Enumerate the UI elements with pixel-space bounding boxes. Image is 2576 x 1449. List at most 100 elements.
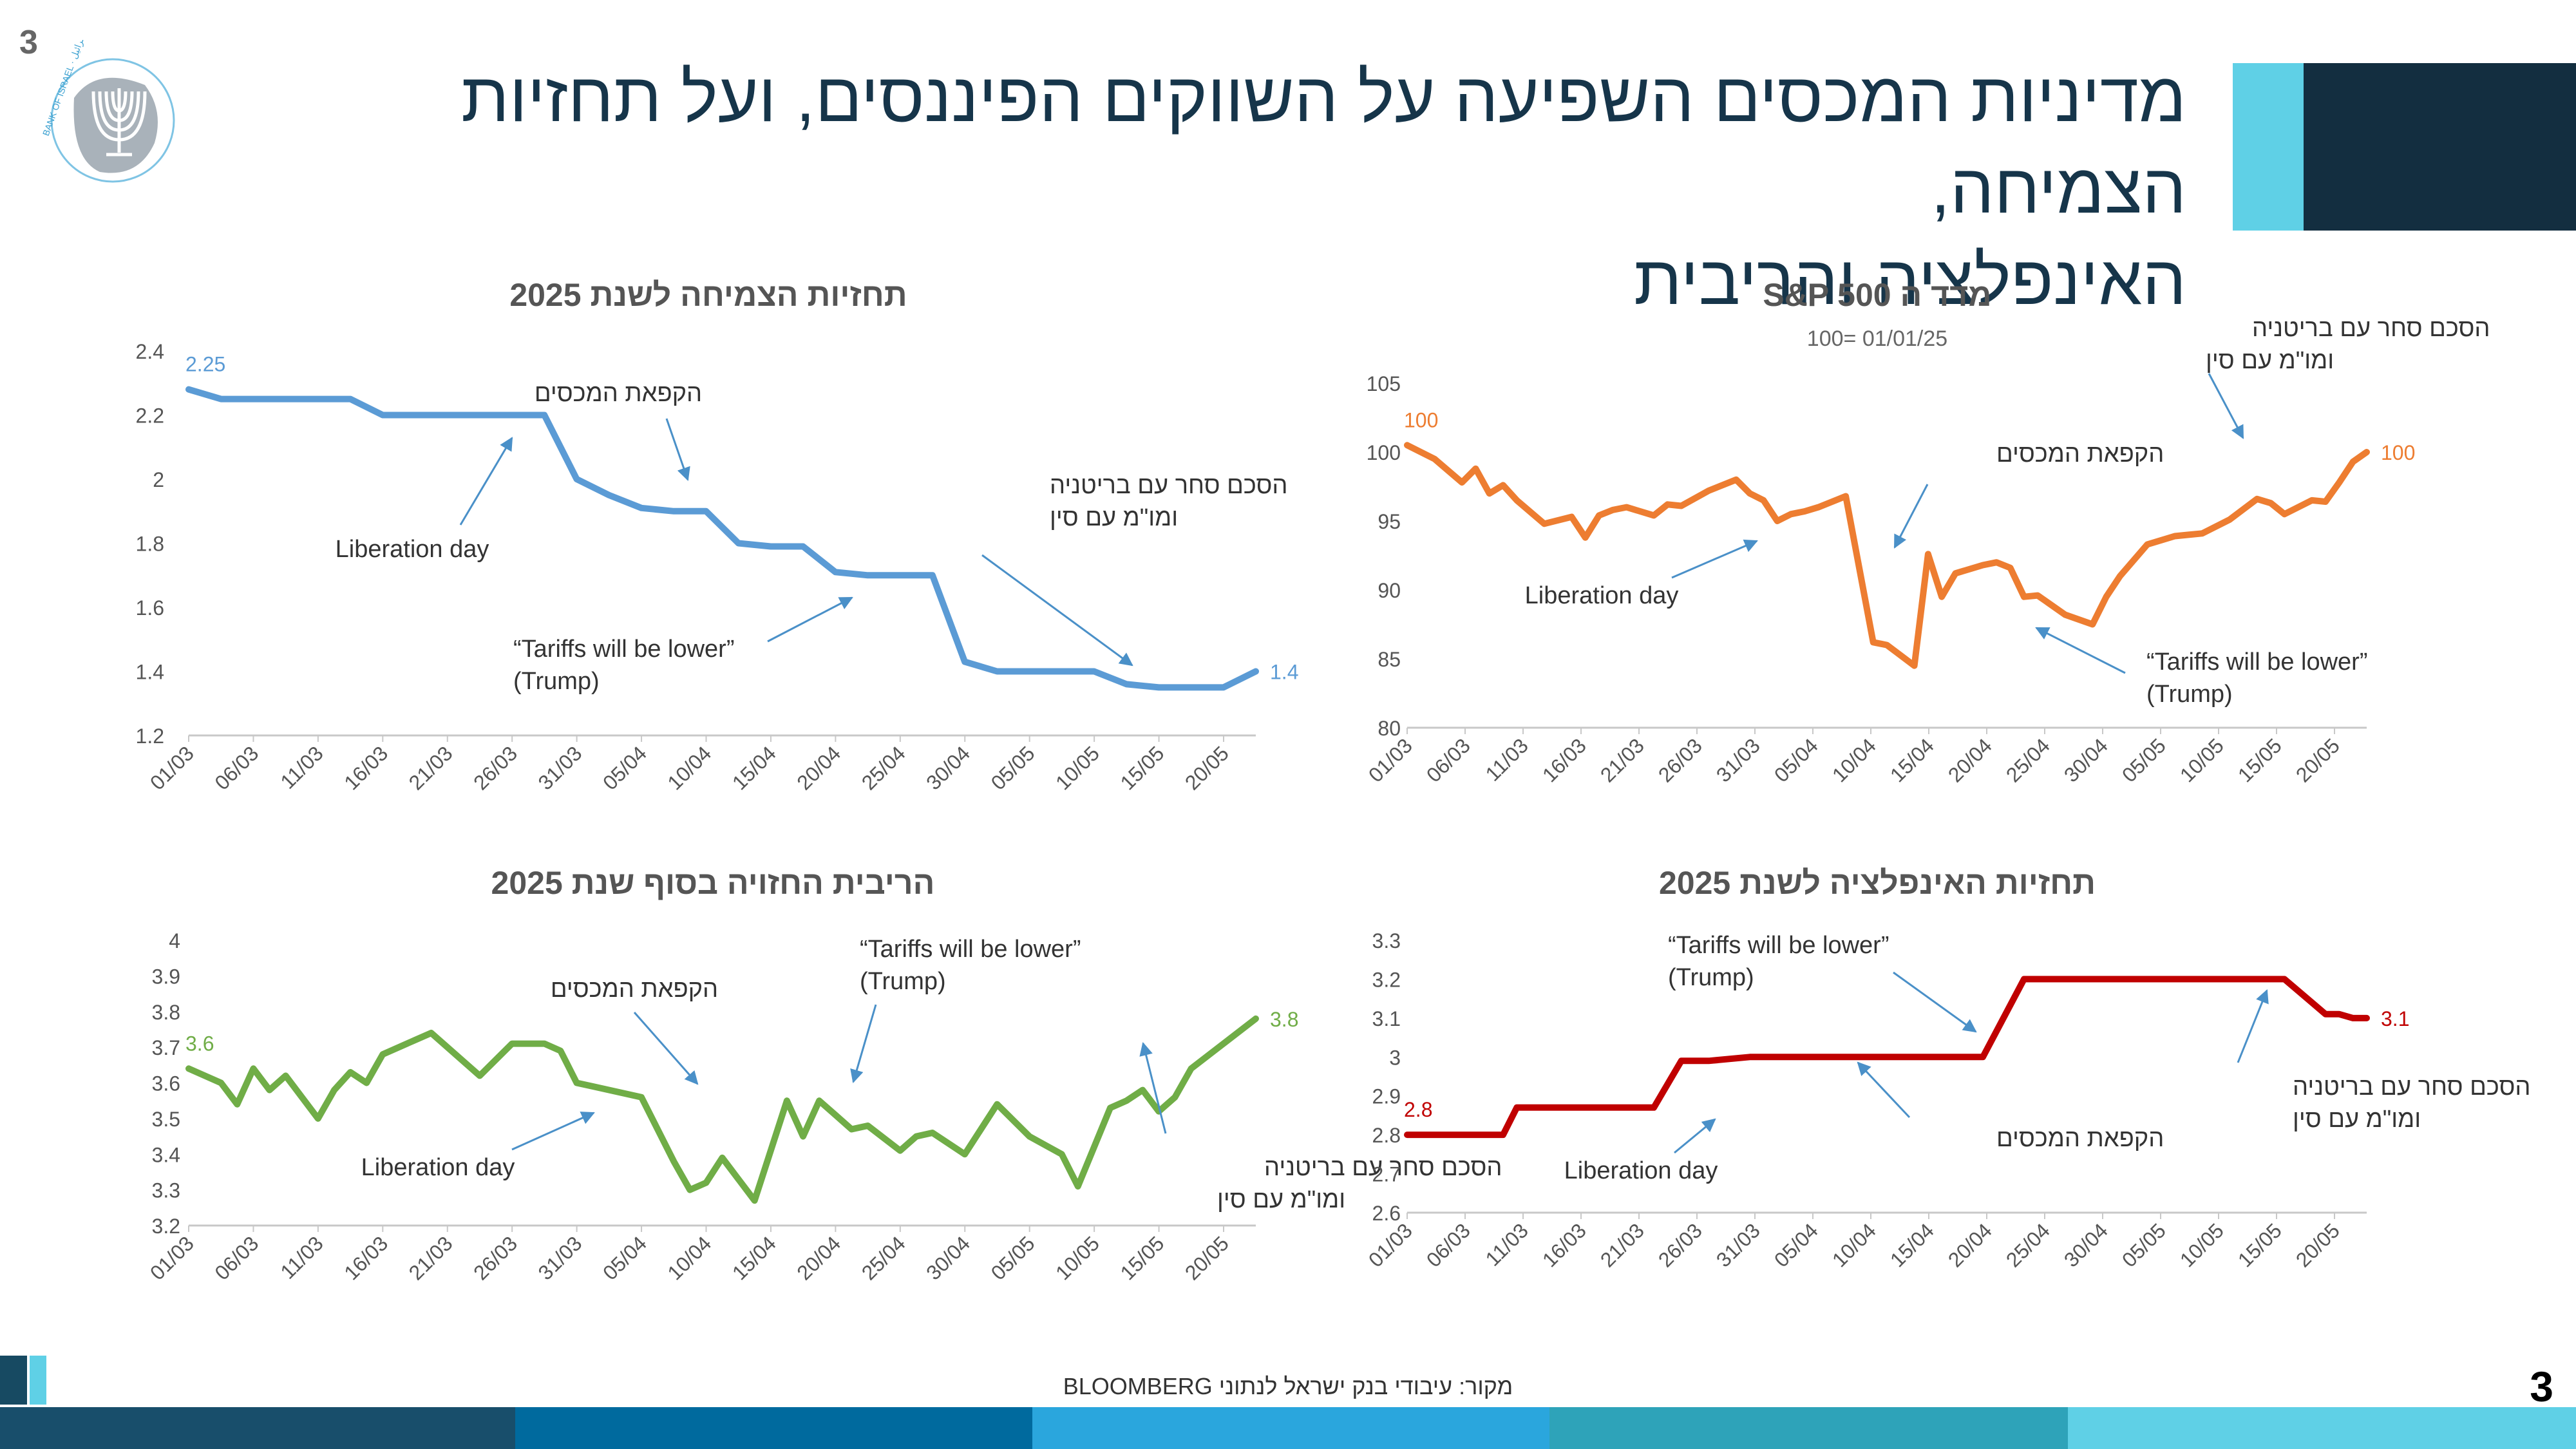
svg-text:הקפאת המכסים: הקפאת המכסים bbox=[551, 976, 718, 1003]
annotation-liberation-day: Liberation day bbox=[336, 437, 513, 563]
y-tick-label: 1.6 bbox=[136, 596, 164, 620]
footer-stripe-4 bbox=[1549, 1407, 2068, 1449]
title-accent-cyan bbox=[2233, 63, 2304, 231]
y-tick-label: 2.2 bbox=[136, 404, 164, 428]
page-title-line-1: מדיניות המכסים השפיעה על השווקים הפיננסי… bbox=[461, 58, 2186, 227]
y-tick-label: 90 bbox=[1378, 579, 1401, 602]
source-note: מקור: עיבודי בנק ישראל לנתוני BLOOMBERG bbox=[1063, 1373, 1513, 1399]
page-title-line-2: האינפלציה והריבית bbox=[1634, 241, 2186, 319]
y-tick-label: 3.1 bbox=[1372, 1007, 1401, 1030]
x-tick-label: 16/03 bbox=[1538, 1218, 1591, 1271]
bank-of-israel-logo: BANK OF ISRAEL · בנק ישראל · بنك إسرائيل bbox=[41, 40, 175, 183]
y-tick-label: 3.7 bbox=[152, 1036, 180, 1059]
end-label: 3.8 bbox=[1270, 1008, 1298, 1031]
x-tick-label: 25/04 bbox=[857, 741, 910, 794]
y-tick-label: 1.2 bbox=[136, 724, 164, 748]
annotation-tariffs-lower: “Tariffs will be lower” (Trump) bbox=[1668, 932, 1977, 1033]
y-tick-label: 1.4 bbox=[136, 661, 164, 684]
svg-text:(Trump): (Trump) bbox=[1668, 964, 1754, 991]
footer-square-dark bbox=[0, 1356, 27, 1405]
annotation-tariff-freeze: הקפאת המכסים bbox=[535, 380, 702, 481]
svg-text:הסכם סחר עם בריטניה: הסכם סחר עם בריטניה bbox=[2293, 1074, 2530, 1101]
end-label: 3.1 bbox=[2381, 1007, 2409, 1030]
x-tick-label: 16/03 bbox=[1538, 734, 1591, 786]
y-tick-label: 3.2 bbox=[152, 1215, 180, 1238]
svg-text:ומו"מ עם סין: ומו"מ עם סין bbox=[1217, 1186, 1345, 1213]
page-title: מדיניות המכסים השפיעה על השווקים הפיננסי… bbox=[254, 52, 2186, 326]
annotation-tariff-freeze: הקפאת המכסים bbox=[551, 976, 718, 1085]
annotation-liberation-day: Liberation day bbox=[1564, 1118, 1718, 1184]
page-number-bottom: 3 bbox=[2530, 1363, 2553, 1410]
y-tick-label: 3.9 bbox=[152, 965, 180, 988]
x-tick-label: 01/03 bbox=[1364, 1218, 1417, 1271]
x-tick-label: 05/04 bbox=[598, 741, 651, 794]
svg-text:הסכם סחר עם בריטניה: הסכם סחר עם בריטניה bbox=[1264, 1154, 1502, 1181]
footer-stripe-5 bbox=[2068, 1407, 2576, 1449]
start-label: 2.8 bbox=[1404, 1098, 1432, 1121]
x-tick-label: 05/05 bbox=[987, 741, 1039, 794]
x-tick-label: 20/04 bbox=[1944, 1218, 1996, 1271]
annotation-uk-deal: הסכם סחר עם בריטניה ומו"מ עם סין bbox=[981, 472, 1287, 667]
annotation-liberation-day: Liberation day bbox=[361, 1112, 595, 1181]
x-tick-label: 15/05 bbox=[1115, 741, 1168, 794]
svg-text:ומו"מ עם סין: ומו"מ עם סין bbox=[1050, 504, 1178, 531]
y-tick-label: 2.7 bbox=[1372, 1163, 1401, 1186]
x-tick-label: 31/03 bbox=[1712, 734, 1765, 786]
y-tick-label: 2.9 bbox=[1372, 1085, 1401, 1108]
svg-text:“Tariffs will be lower”: “Tariffs will be lower” bbox=[1668, 932, 1889, 959]
svg-text:הקפאת המכסים: הקפאת המכסים bbox=[1996, 440, 2164, 468]
y-tick-label: 85 bbox=[1378, 648, 1401, 671]
y-tick-label: 80 bbox=[1378, 717, 1401, 740]
svg-text:“Tariffs will be lower”: “Tariffs will be lower” bbox=[513, 636, 734, 663]
start-label: 2.25 bbox=[185, 353, 225, 376]
svg-text:(Trump): (Trump) bbox=[860, 968, 946, 995]
annotation-liberation-day: Liberation day bbox=[1525, 539, 1758, 609]
chart-sp500: מדד ה S&P 500 100= 01/01/25 808590951001… bbox=[1364, 277, 2490, 787]
x-tick-label: 05/04 bbox=[598, 1231, 651, 1284]
series-line-growth_forecast bbox=[185, 386, 1259, 691]
x-tick-label: 20/05 bbox=[2291, 734, 2344, 786]
x-tick-label: 20/04 bbox=[1944, 734, 1996, 786]
x-tick-label: 05/05 bbox=[2117, 1218, 2170, 1271]
annotation-tariffs-lower: “Tariffs will be lower” (Trump) bbox=[2035, 627, 2367, 708]
x-tick-label: 10/04 bbox=[1828, 1218, 1880, 1271]
end-label: 1.4 bbox=[1270, 661, 1298, 684]
y-tick-label: 3.3 bbox=[152, 1179, 180, 1202]
svg-text:הסכם סחר עם בריטניה: הסכם סחר עם בריטניה bbox=[1050, 472, 1287, 499]
x-tick-label: 20/05 bbox=[2291, 1218, 2344, 1271]
annotation-uk-deal: הסכם סחר עם בריטניה ומו"מ עם סין bbox=[2206, 315, 2490, 439]
chart-title: מדד ה S&P 500 bbox=[1763, 277, 1991, 313]
y-tick-label: 4 bbox=[169, 929, 180, 952]
x-tick-label: 26/03 bbox=[1654, 1218, 1707, 1271]
x-tick-label: 11/03 bbox=[276, 741, 327, 793]
x-tick-label: 05/04 bbox=[1770, 734, 1823, 786]
y-tick-label: 3.8 bbox=[152, 1001, 180, 1024]
annotation-uk-deal: הסכם סחר עם בריטניה ומו"מ עם סין bbox=[2237, 989, 2530, 1133]
x-tick-label: 30/04 bbox=[922, 741, 974, 794]
svg-text:הקפאת המכסים: הקפאת המכסים bbox=[1996, 1125, 2164, 1152]
x-tick-label: 30/04 bbox=[2060, 1218, 2112, 1271]
page-number-top: 3 bbox=[19, 24, 38, 61]
y-tick-label: 2.8 bbox=[1372, 1124, 1401, 1147]
x-tick-label: 16/03 bbox=[339, 1231, 392, 1284]
svg-text:ומו"מ עם סין: ומו"מ עם סין bbox=[2293, 1106, 2421, 1133]
y-tick-label: 3.5 bbox=[152, 1108, 180, 1131]
x-tick-label: 15/05 bbox=[1115, 1231, 1168, 1284]
x-tick-label: 31/03 bbox=[533, 1231, 586, 1284]
x-tick-label: 15/04 bbox=[728, 741, 781, 794]
footer-stripe-1 bbox=[0, 1407, 515, 1449]
x-tick-label: 05/05 bbox=[2117, 734, 2170, 786]
svg-text:Liberation day: Liberation day bbox=[361, 1154, 515, 1181]
svg-text:“Tariffs will be lower”: “Tariffs will be lower” bbox=[860, 936, 1081, 963]
y-tick-label: 2.4 bbox=[136, 340, 164, 363]
svg-text:Liberation day: Liberation day bbox=[336, 536, 489, 563]
chart-rate: הריבית החזויה בסוף שנת 2025 3.2 3.3 3.4 3.5… bbox=[146, 865, 1502, 1285]
y-tick-label: 105 bbox=[1367, 372, 1401, 395]
start-label: 100 bbox=[1404, 408, 1438, 431]
x-tick-label: 25/04 bbox=[857, 1231, 910, 1284]
x-tick-label: 10/05 bbox=[2175, 734, 2228, 786]
chart-subtitle: 100= 01/01/25 bbox=[1807, 327, 1947, 351]
svg-text:Liberation day: Liberation day bbox=[1564, 1157, 1718, 1184]
x-tick-label: 15/04 bbox=[728, 1231, 781, 1284]
